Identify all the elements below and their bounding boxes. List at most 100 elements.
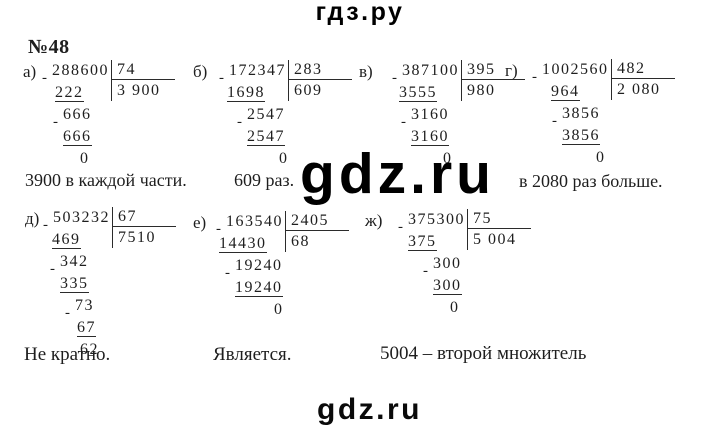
division-problem-b: б) -172347 1698-2547 2547 0 283 609	[193, 60, 352, 171]
step-value: 3160	[411, 106, 449, 123]
dividend-value: 163540	[226, 213, 283, 230]
task-number: №48	[28, 36, 70, 58]
answer-a: 3900 в каждой части.	[25, 170, 187, 190]
divisor-value: 283	[289, 60, 352, 80]
step-value: 375	[408, 233, 437, 251]
divisor-block: 395 980	[461, 60, 525, 101]
divisor-value: 74	[112, 60, 175, 80]
division-step: 3856	[542, 126, 609, 148]
division-step: 3555	[399, 83, 459, 105]
step-value: 3555	[399, 84, 437, 102]
step-value: 2547	[247, 106, 285, 123]
step-value: 666	[63, 128, 92, 146]
step-value: 0	[80, 150, 90, 167]
minus-sign: -	[392, 70, 397, 86]
minus-sign: -	[50, 261, 55, 277]
step-value: 2547	[247, 128, 285, 146]
problem-label: ж)	[365, 211, 383, 230]
division-problem-e: е) -163540 14430-19240 19240 0 2405 68	[193, 211, 349, 322]
quotient-value: 3 900	[117, 82, 161, 99]
watermark-bottom: gdz.ru	[317, 393, 422, 426]
site-logo: гдз.ру	[315, 0, 405, 26]
division-step: 62	[53, 340, 110, 362]
division-step: 0	[226, 300, 284, 322]
division-step: 335	[53, 274, 110, 296]
quotient-value: 609	[294, 82, 323, 99]
dividend-row: -288600	[42, 61, 109, 86]
division-step: 0	[52, 149, 109, 171]
division-step: 67	[53, 318, 110, 340]
minus-sign: -	[216, 221, 221, 237]
minus-sign: -	[225, 265, 230, 281]
quotient-value: 980	[467, 82, 496, 99]
dividend-value: 1002560	[542, 61, 609, 78]
minus-sign: -	[42, 70, 47, 86]
division-step: 222	[52, 83, 109, 105]
division-problem-zh: ж) -375300 375 -300 300 0 75 5 004	[365, 209, 531, 320]
division-step: -300	[408, 254, 465, 279]
quotient-value: 2 080	[617, 81, 661, 98]
dividend-row: -163540	[216, 212, 284, 237]
division-step: 14430	[219, 234, 284, 256]
division-problem-a: а) -288600 222-666 666 0 74 3 900	[23, 60, 175, 171]
step-value: 300	[433, 255, 462, 272]
division-problem-v: в) -387100 3555-3160 3160 0 395 980	[359, 60, 525, 171]
problem-label: в)	[359, 62, 373, 81]
division-step: -3856	[542, 104, 609, 129]
minus-sign: -	[53, 114, 58, 130]
answer-g: в 2080 раз больше.	[519, 171, 663, 191]
division-step: 19240	[226, 278, 284, 300]
answer-b: 609 раз.	[234, 170, 295, 190]
minus-sign: -	[401, 114, 406, 130]
problem-label: г)	[505, 61, 518, 80]
division-step: -19240	[225, 256, 284, 281]
division-problem-g: г) -1002560 964-3856 3856 0 482 2 080	[505, 59, 675, 170]
division-step: -3160	[401, 105, 459, 130]
dividend-value: 375300	[408, 211, 465, 228]
step-value: 0	[274, 301, 284, 318]
step-value: 3856	[562, 127, 600, 145]
division-step: 3160	[402, 127, 459, 149]
division-step: 375	[408, 232, 465, 254]
divisor-value: 75	[468, 209, 531, 229]
problem-label: д)	[25, 209, 40, 228]
divisor-value: 395	[462, 60, 525, 80]
dividend-row: -1002560	[532, 60, 609, 85]
dividend-row: -503232	[43, 208, 110, 233]
step-value: 3160	[411, 128, 449, 146]
dividend-row: -387100	[392, 61, 459, 86]
step-value: 342	[60, 253, 89, 270]
dividend-value: 172347	[229, 62, 286, 79]
problem-label: а)	[23, 62, 37, 81]
step-value: 0	[596, 149, 606, 166]
division-step: 0	[408, 298, 465, 320]
divisor-value: 2405	[286, 211, 349, 231]
minus-sign: -	[398, 219, 403, 235]
step-value: 666	[63, 106, 92, 123]
problem-label: е)	[193, 213, 207, 232]
minus-sign: -	[43, 217, 48, 233]
divisor-value: 67	[113, 207, 176, 227]
dividend-value: 503232	[53, 209, 110, 226]
minus-sign: -	[237, 114, 242, 130]
division-step: 469	[52, 230, 110, 252]
division-step: -342	[50, 252, 110, 277]
step-value: 73	[75, 297, 94, 314]
quotient-value: 68	[291, 233, 310, 250]
divisor-value: 482	[612, 59, 675, 79]
division-step: 300	[408, 276, 465, 298]
division-step: 0	[229, 149, 289, 171]
divisor-block: 75 5 004	[467, 209, 531, 250]
step-value: 14430	[219, 235, 267, 253]
watermark-center: gdz.ru	[300, 142, 495, 206]
division-step: 0	[402, 149, 459, 171]
dividend-row: -172347	[219, 61, 289, 86]
quotient-value: 7510	[118, 229, 156, 246]
step-value: 62	[80, 341, 99, 358]
minus-sign: -	[219, 70, 224, 86]
step-value: 300	[433, 277, 462, 295]
division-step: 2547	[229, 127, 289, 149]
division-step: 0	[542, 148, 609, 170]
minus-sign: -	[65, 305, 70, 321]
minus-sign: -	[552, 113, 557, 129]
